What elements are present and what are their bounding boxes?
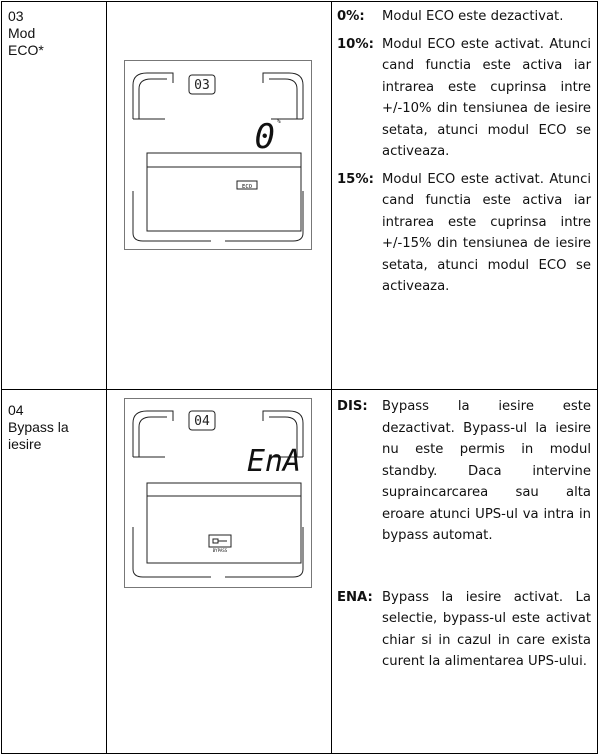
lcd-setting-number: 03 (194, 78, 210, 93)
table-row: 03 Mod ECO* 03 0 % ECO (1, 1, 598, 390)
lcd-icon: BYPASS (213, 548, 228, 553)
option-term: DIS: (337, 399, 368, 414)
lcd-display: 03 0 % ECO (132, 72, 304, 242)
row-label: 03 Mod ECO* (1, 1, 107, 390)
option-text: Bypass la iesire este dezactivat. Bypass… (382, 399, 591, 543)
option: 10%: Modul ECO este activat. Atunci cand … (337, 34, 591, 163)
option-text: Bypass la iesire activat. La selectie, b… (382, 589, 591, 670)
label-line: Mod (8, 25, 36, 41)
label-line: ECO* (8, 42, 44, 58)
option-text: Modul ECO este dezactivat. (382, 9, 564, 24)
lcd-unit: % (277, 118, 281, 125)
option-term: ENA: (337, 589, 373, 605)
lcd-frame: 04 EnA BYPASS (124, 398, 312, 588)
lcd-setting-number: 04 (194, 414, 210, 429)
row-label: 04 Bypass la iesire (1, 389, 107, 754)
option-text: Modul ECO este activat. Atunci cand func… (382, 36, 591, 160)
table-row: 04 Bypass la iesire 04 EnA BYPASS (1, 389, 598, 754)
lcd-display: 04 EnA BYPASS (132, 410, 304, 578)
option-text: Modul ECO este activat. Atunci cand func… (382, 171, 591, 295)
description-cell: 0%: Modul ECO este dezactivat. 10%: Modul … (331, 1, 598, 390)
lcd-frame: 03 0 % ECO (124, 60, 312, 250)
label-line: 04 (8, 402, 24, 418)
label-line: 03 (8, 8, 24, 24)
lcd-cell: 03 0 % ECO (106, 1, 332, 390)
option: DIS: Bypass la iesire este dezactivat. By… (337, 396, 591, 547)
option: 15%: Modul ECO este activat. Atunci cand … (337, 169, 591, 298)
option: 0%: Modul ECO este dezactivat. (337, 6, 591, 28)
lcd-icon: ECO (242, 184, 252, 190)
description-cell: DIS: Bypass la iesire este dezactivat. By… (331, 389, 598, 754)
lcd-cell: 04 EnA BYPASS (106, 389, 332, 754)
label-line: iesire (8, 436, 42, 452)
lcd-value: EnA (247, 444, 301, 479)
option: ENA: Bypass la iesire activat. La selecti… (337, 587, 591, 673)
lcd-value: 0 (255, 117, 275, 157)
option-term: 15%: (337, 171, 374, 187)
option-term: 0%: (337, 9, 365, 24)
option-term: 10%: (337, 36, 374, 52)
label-line: Bypass la (8, 419, 69, 435)
